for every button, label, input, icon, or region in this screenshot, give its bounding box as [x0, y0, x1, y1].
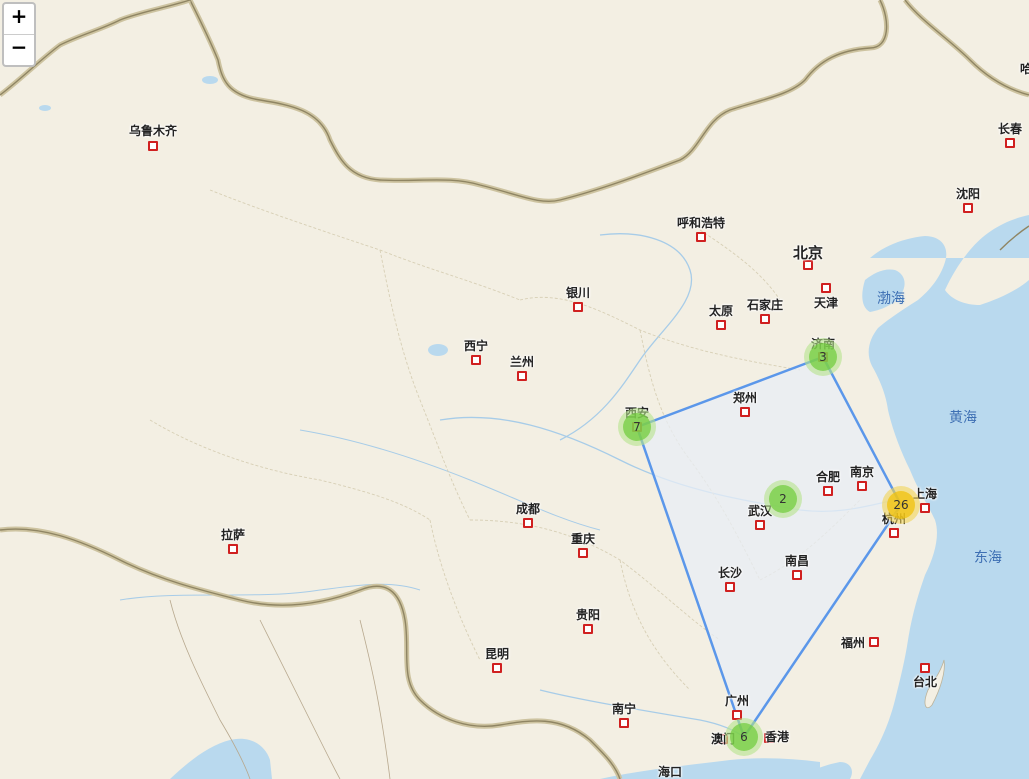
city-label-beijing: 北京 [792, 244, 824, 262]
city-label-harbin_partial: 哈 [1019, 62, 1029, 76]
city-label-guiyang: 贵阳 [575, 608, 601, 622]
city-label-kunming: 昆明 [484, 647, 510, 661]
city-label-lanzhou: 兰州 [509, 355, 535, 369]
city-marker-wuhan[interactable] [755, 520, 765, 530]
zoom-control: + − [2, 2, 36, 67]
city-label-hohhot: 呼和浩特 [676, 216, 726, 230]
city-marker-chengdu[interactable] [523, 518, 533, 528]
city-marker-urumqi[interactable] [148, 141, 158, 151]
city-marker-tianjin[interactable] [821, 283, 831, 293]
city-label-nanning: 南宁 [611, 702, 637, 716]
zoom-out-button[interactable]: − [10, 35, 28, 59]
city-label-fuzhou: 福州 [840, 636, 866, 650]
city-label-shijiazhuang: 石家庄 [746, 298, 784, 312]
city-label-zhengzhou: 郑州 [732, 391, 758, 405]
sea-label-bohai: 渤海 [877, 291, 905, 307]
city-label-taiyuan: 太原 [708, 304, 734, 318]
cluster-count: 26 [887, 491, 915, 519]
zoom-in-button[interactable]: + [4, 4, 34, 35]
city-marker-shijiazhuang[interactable] [760, 314, 770, 324]
city-marker-hangzhou[interactable] [889, 528, 899, 538]
city-marker-beijing[interactable] [803, 260, 813, 270]
marker-cluster-xian[interactable]: 7 [618, 408, 656, 446]
city-label-chengdu: 成都 [515, 502, 541, 516]
marker-cluster-guangzhou[interactable]: 6 [725, 718, 763, 756]
city-marker-taipei[interactable] [920, 663, 930, 673]
sea-label-east: 东海 [974, 550, 1002, 566]
city-marker-hohhot[interactable] [696, 232, 706, 242]
city-marker-lanzhou[interactable] [517, 371, 527, 381]
city-label-changchun: 长春 [997, 122, 1023, 136]
city-marker-shenyang[interactable] [963, 203, 973, 213]
city-label-shanghai: 上海 [912, 487, 938, 501]
city-label-taipei: 台北 [912, 675, 938, 689]
city-label-xining: 西宁 [463, 339, 489, 353]
city-marker-changchun[interactable] [1005, 138, 1015, 148]
city-label-haikou: 海口 [657, 765, 683, 779]
city-marker-fuzhou[interactable] [869, 637, 879, 647]
marker-cluster-wuhan[interactable]: 2 [764, 480, 802, 518]
city-label-nanjing: 南京 [849, 465, 875, 479]
city-label-yinchuan: 银川 [565, 286, 591, 300]
city-marker-kunming[interactable] [492, 663, 502, 673]
city-label-guangzhou: 广州 [724, 694, 750, 708]
city-marker-chongqing[interactable] [578, 548, 588, 558]
city-label-urumqi: 乌鲁木齐 [128, 124, 178, 138]
city-label-chongqing: 重庆 [570, 532, 596, 546]
city-marker-nanjing[interactable] [857, 481, 867, 491]
city-label-hefei: 合肥 [815, 470, 841, 484]
marker-cluster-jinan[interactable]: 3 [804, 338, 842, 376]
city-marker-hefei[interactable] [823, 486, 833, 496]
city-marker-taiyuan[interactable] [716, 320, 726, 330]
city-marker-nanchang[interactable] [792, 570, 802, 580]
city-label-nanchang: 南昌 [784, 554, 810, 568]
sea-label-yellow: 黄海 [949, 410, 977, 426]
city-marker-nanning[interactable] [619, 718, 629, 728]
city-marker-yinchuan[interactable] [573, 302, 583, 312]
marker-cluster-shanghai[interactable]: 26 [882, 486, 920, 524]
city-label-tianjin: 天津 [813, 296, 839, 310]
city-marker-zhengzhou[interactable] [740, 407, 750, 417]
city-marker-hongkong[interactable] [764, 733, 774, 743]
cluster-count: 2 [769, 485, 797, 513]
city-marker-lhasa[interactable] [228, 544, 238, 554]
city-label-changsha: 长沙 [717, 566, 743, 580]
city-label-lhasa: 拉萨 [220, 528, 246, 542]
city-marker-guiyang[interactable] [583, 624, 593, 634]
city-marker-changsha[interactable] [725, 582, 735, 592]
city-label-shenyang: 沈阳 [955, 187, 981, 201]
city-marker-shanghai[interactable] [920, 503, 930, 513]
cluster-count: 3 [809, 343, 837, 371]
city-marker-xining[interactable] [471, 355, 481, 365]
cluster-count: 6 [730, 723, 758, 751]
city-label-hongkong: 香港 [764, 730, 790, 744]
cluster-count: 7 [623, 413, 651, 441]
